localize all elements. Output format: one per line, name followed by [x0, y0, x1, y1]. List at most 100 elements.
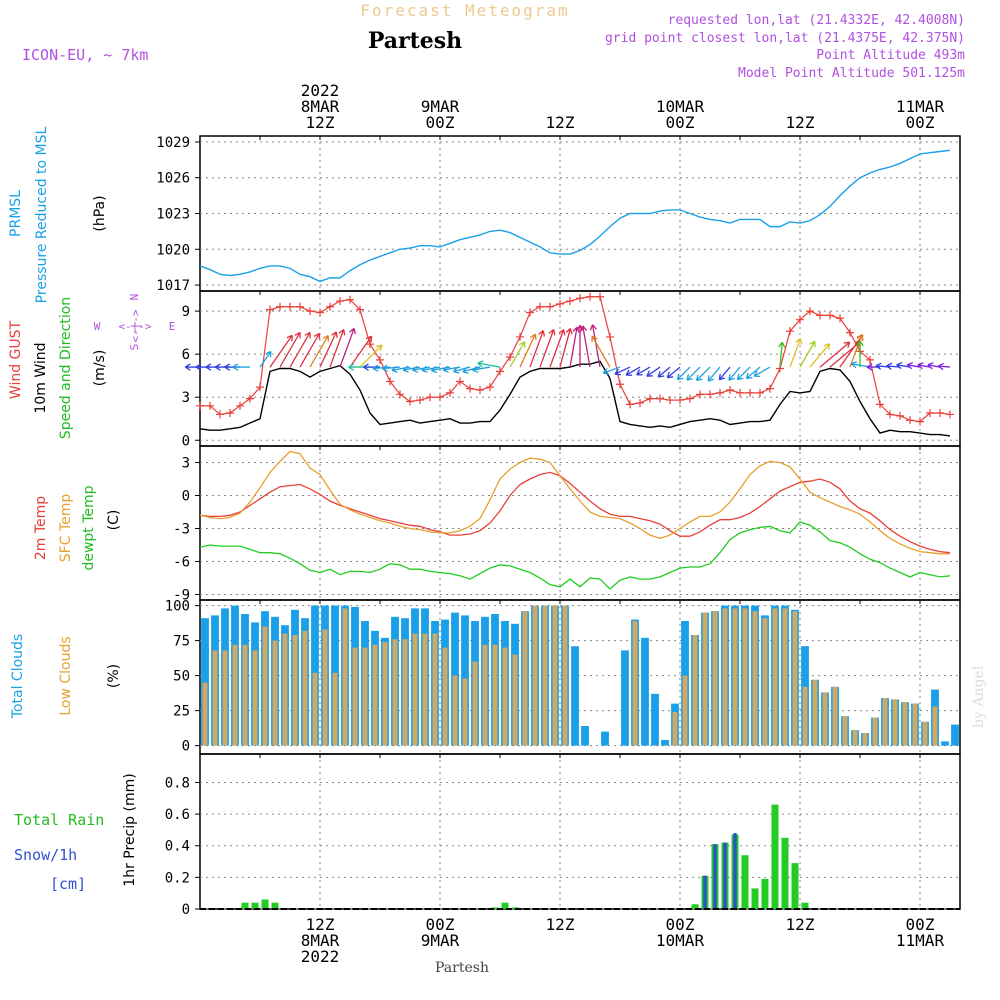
pressure-labels: PRMSL Pressure Reduced to MSL (hPa): [8, 126, 108, 303]
compass-rose: N S W E <-|-><-|->: [94, 294, 176, 351]
point-altitude: Point Altitude 493m: [816, 48, 965, 63]
gust-marker: [656, 394, 664, 403]
snow-bar: [703, 875, 707, 909]
wind-direction-arrow: [707, 366, 721, 382]
gust-marker: [866, 355, 874, 364]
wind-direction-arrow: [576, 324, 584, 368]
low-cloud-bar: [912, 703, 918, 746]
gust-marker: [636, 398, 644, 407]
wind-direction-arrow: [745, 366, 761, 380]
gust-marker: [686, 394, 694, 403]
total-clouds-label: Total Clouds: [10, 634, 26, 719]
low-cloud-bar: [362, 647, 368, 746]
low-cloud-bar: [422, 633, 428, 746]
wind-direction-arrow: [849, 334, 864, 368]
gust-marker: [306, 307, 314, 316]
low-cloud-bar: [312, 672, 318, 746]
wind-direction-arrow: [614, 366, 631, 376]
precip-labels: Total Rain Snow/1h [cm] 1hr Precip (mm): [14, 773, 138, 893]
low-cloud-bar: [902, 702, 908, 746]
low-cloud-bar: [242, 644, 248, 746]
low-clouds-label: Low Clouds: [58, 636, 74, 715]
panel-frame: [199, 290, 961, 447]
wind-direction-arrow: [269, 334, 293, 368]
low-cloud-bar: [742, 608, 748, 746]
rain-bar: [501, 902, 509, 909]
gust-marker: [356, 305, 364, 314]
gust-marker: [446, 388, 454, 397]
top-time-label: 2022: [301, 81, 340, 100]
bottom-time-label: 9MAR: [421, 931, 460, 950]
wind-direction-arrow: [579, 325, 591, 368]
y-tick-label: 0.6: [165, 807, 190, 823]
low-cloud-bar: [342, 608, 348, 746]
low-cloud-bar: [322, 629, 328, 746]
gust-marker: [536, 302, 544, 311]
wind-direction-arrow: [625, 366, 641, 376]
gust-marker: [566, 297, 574, 306]
low-cloud-bar: [382, 642, 388, 746]
low-cloud-bar: [562, 605, 568, 746]
requested-coords: requested lon,lat (21.4332E, 42.4008N): [668, 13, 965, 28]
wind-direction-arrow: [886, 362, 901, 370]
gust-marker: [666, 396, 674, 405]
low-cloud-bar: [862, 733, 868, 746]
low-cloud-bar: [752, 611, 758, 746]
wind-direction-arrow: [695, 366, 711, 382]
gust-marker: [676, 396, 684, 405]
wind-direction-arrow: [686, 366, 701, 381]
wind-direction-arrow: [363, 363, 380, 371]
wind-direction-arrow: [646, 366, 661, 377]
gust-marker: [876, 400, 884, 409]
y-tick-label: -9: [173, 588, 190, 604]
y-tick-label: 1020: [156, 242, 190, 258]
wind-gust-label: Wind GUST: [8, 320, 24, 399]
gust-marker: [946, 410, 954, 419]
y-tick-label: 6: [182, 347, 190, 363]
wind-direction-arrow: [359, 344, 383, 368]
pressure-axis-label: Pressure Reduced to MSL: [34, 126, 50, 303]
rain-bar: [691, 904, 699, 909]
gust-marker: [266, 305, 274, 314]
gust-marker: [506, 353, 514, 362]
wind-direction-arrow: [809, 343, 831, 368]
y-tick-label: 3: [182, 390, 190, 406]
total-cloud-bar: [571, 646, 579, 746]
low-cloud-bar: [892, 699, 898, 746]
bottom-time-label: 12Z: [546, 915, 575, 934]
gust-marker: [476, 386, 484, 395]
gust-marker: [646, 394, 654, 403]
wind-direction-arrow: [391, 365, 411, 374]
low-cloud-bar: [202, 682, 208, 746]
compass-west: W: [94, 320, 101, 333]
low-cloud-bar: [732, 608, 738, 746]
gust-marker: [596, 292, 604, 301]
gust-marker: [456, 377, 464, 386]
wind-direction-arrow: [937, 362, 951, 371]
total-cloud-bar: [621, 650, 629, 746]
total-cloud-bar: [601, 731, 609, 746]
gust-marker: [466, 384, 474, 393]
wind-direction-arrow: [412, 365, 431, 373]
low-cloud-bar: [682, 675, 688, 746]
wind-direction-arrow: [372, 364, 391, 372]
gust-marker: [936, 408, 944, 417]
dewpt-label: dewpt Temp: [81, 485, 97, 570]
gust-line: [200, 296, 951, 423]
top-time-label: 12Z: [546, 113, 575, 132]
y-tick-label: 0.8: [165, 775, 190, 791]
gust-marker: [756, 388, 764, 397]
gust-marker: [436, 393, 444, 402]
total-cloud-bar: [661, 740, 669, 746]
wind-direction-arrow: [896, 361, 911, 370]
low-cloud-bar: [512, 654, 518, 746]
low-cloud-bar: [292, 635, 298, 746]
wind-direction-arrow: [279, 331, 301, 368]
low-cloud-bar: [492, 644, 498, 746]
wind-direction-arrow: [819, 341, 851, 368]
low-cloud-bar: [402, 639, 408, 746]
gust-marker: [526, 308, 534, 317]
total-cloud-bar: [201, 618, 209, 746]
low-cloud-bar: [782, 608, 788, 746]
gust-marker: [256, 383, 264, 392]
